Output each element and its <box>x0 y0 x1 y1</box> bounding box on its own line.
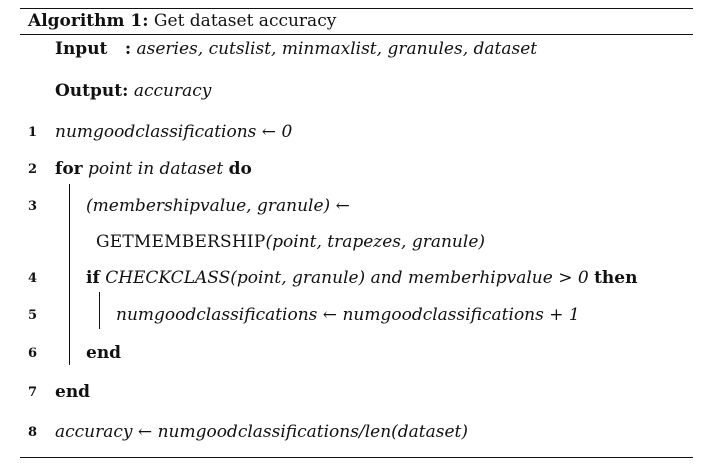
then-keyword: then <box>594 268 638 288</box>
line-1-statement: numgoodclassifications ← 0 <box>55 122 293 142</box>
line-number: 1 <box>28 125 38 140</box>
line-6-end-if: end <box>86 343 122 363</box>
bottom-rule <box>20 457 693 458</box>
line-number: 4 <box>28 271 38 286</box>
line-number: 6 <box>28 346 38 361</box>
input-separator: : <box>124 39 132 59</box>
line-8-accuracy: accuracy ← numgoodclassifications/len(da… <box>55 422 469 442</box>
line-5-increment: numgoodclassifications ← numgoodclassifi… <box>116 305 580 325</box>
algorithm-caption: Algorithm 1: Get dataset accuracy <box>28 10 336 32</box>
for-expression: point in dataset <box>88 159 224 179</box>
for-block-bar <box>69 184 70 365</box>
input-value: aseries, cutslist, minmaxlist, granules,… <box>136 39 538 59</box>
line-number: 2 <box>28 162 38 177</box>
line-4-if: if CHECKCLASS(point, granule) and member… <box>86 267 637 289</box>
caption-rule <box>20 34 693 35</box>
line-7-end-for: end <box>55 382 91 402</box>
getmembership-args: (point, trapezes, granule) <box>265 232 486 252</box>
caption-title: Get dataset accuracy <box>153 11 337 31</box>
line-3-assignment: (membershipvalue, granule) ← <box>86 196 350 216</box>
line-number: 5 <box>28 308 38 323</box>
line-number: 7 <box>28 385 38 400</box>
line-number: 3 <box>28 199 38 214</box>
if-keyword: if <box>86 268 100 288</box>
line-3-continuation: GETMEMBERSHIP(point, trapezes, granule) <box>96 231 485 253</box>
output-value: accuracy <box>133 81 212 101</box>
caption-label: Algorithm 1: <box>28 11 149 31</box>
if-block-bar <box>99 292 100 329</box>
top-rule <box>20 8 693 9</box>
do-keyword: do <box>228 159 252 179</box>
input-line: Input : aseries, cutslist, minmaxlist, g… <box>55 38 537 60</box>
getmembership-function: GETMEMBERSHIP <box>96 232 266 252</box>
input-label: Input <box>55 39 108 59</box>
if-condition: CHECKCLASS(point, granule) and memberhip… <box>105 268 589 288</box>
output-line: Output: accuracy <box>55 80 211 102</box>
line-2-for-loop: for point in dataset do <box>55 158 252 180</box>
output-label: Output: <box>55 81 129 101</box>
for-keyword: for <box>55 159 83 179</box>
line-number: 8 <box>28 425 38 440</box>
